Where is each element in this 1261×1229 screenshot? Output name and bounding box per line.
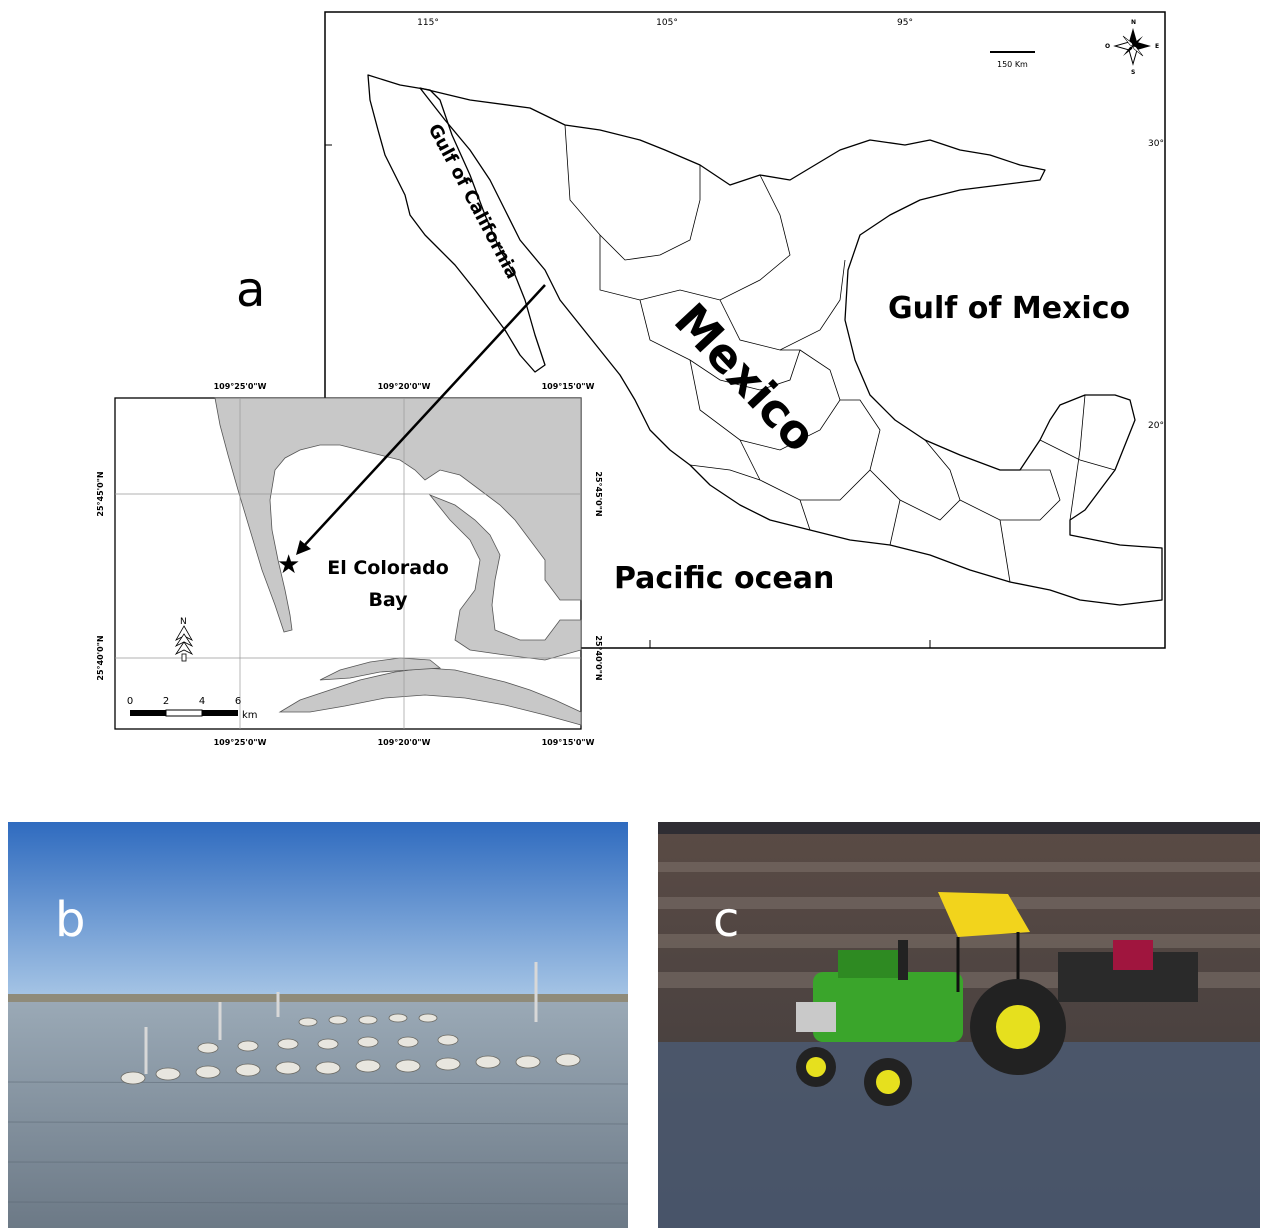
compass-rose-icon: N S E O bbox=[1105, 19, 1159, 76]
bay-lon-tick-bottom-2: 109°20'0"W bbox=[378, 738, 431, 747]
svg-text:N: N bbox=[180, 617, 187, 627]
svg-text:S: S bbox=[1131, 69, 1135, 76]
svg-text:2: 2 bbox=[163, 696, 169, 707]
svg-text:O: O bbox=[1105, 43, 1110, 50]
panel-c-photo bbox=[658, 822, 1260, 1228]
lat-tick-20: 20° bbox=[1148, 421, 1164, 431]
north-arrow-icon: N bbox=[174, 617, 194, 662]
bay-lon-tick-bottom-3: 109°15'0"W bbox=[542, 738, 595, 747]
panel-a-map: 115° 105° 95° 30° 20° 150 Km N S E O bbox=[96, 11, 1166, 747]
svg-text:E: E bbox=[1155, 43, 1159, 50]
site-label-line2: Bay bbox=[368, 589, 408, 611]
gulf-of-mexico-label: Gulf of Mexico bbox=[888, 291, 1130, 326]
svg-text:0: 0 bbox=[127, 696, 133, 707]
panel-label-a: a bbox=[236, 262, 266, 318]
panel-label-c: c bbox=[713, 892, 740, 948]
location-arrow bbox=[296, 284, 546, 555]
bay-land bbox=[214, 397, 582, 726]
lon-tick-115: 115° bbox=[417, 18, 439, 28]
bay-lat-tick-right-2: 25°40'0"N bbox=[594, 635, 603, 680]
study-site-star-icon: ★ bbox=[277, 550, 300, 580]
panel-label-b: b bbox=[55, 892, 86, 948]
svg-text:4: 4 bbox=[199, 696, 205, 707]
bay-lon-tick-bottom-1: 109°25'0"W bbox=[214, 738, 267, 747]
bay-lon-tick-top-3: 109°15'0"W bbox=[542, 382, 595, 391]
tractor bbox=[796, 892, 1198, 1106]
bay-lon-tick-top-1: 109°25'0"W bbox=[214, 382, 267, 391]
pacific-ocean-label: Pacific ocean bbox=[614, 561, 834, 596]
panel-b-photo bbox=[8, 822, 628, 1228]
oyster-bags bbox=[120, 1013, 581, 1085]
lon-tick-95: 95° bbox=[897, 18, 913, 28]
site-label-line1: El Colorado bbox=[327, 557, 449, 579]
mexico-scale-bar: 150 Km bbox=[990, 51, 1035, 69]
mexico-outline bbox=[367, 74, 1163, 606]
lat-tick-30: 30° bbox=[1148, 139, 1164, 149]
state-borders bbox=[564, 124, 1116, 583]
bay-lon-tick-top-2: 109°20'0"W bbox=[378, 382, 431, 391]
bay-lat-tick-left-1: 25°45'0"N bbox=[96, 471, 105, 516]
bay-lat-tick-right-1: 25°45'0"N bbox=[594, 471, 603, 516]
bay-grid bbox=[115, 398, 581, 729]
scale-label: 150 Km bbox=[997, 60, 1028, 69]
svg-text:6: 6 bbox=[235, 696, 241, 707]
svg-text:N: N bbox=[1131, 19, 1136, 26]
lon-tick-105: 105° bbox=[656, 18, 678, 28]
bay-lat-tick-left-2: 25°40'0"N bbox=[96, 635, 105, 680]
bay-scale-bar: 0 2 4 6 km bbox=[127, 696, 258, 721]
svg-text:km: km bbox=[242, 710, 258, 721]
